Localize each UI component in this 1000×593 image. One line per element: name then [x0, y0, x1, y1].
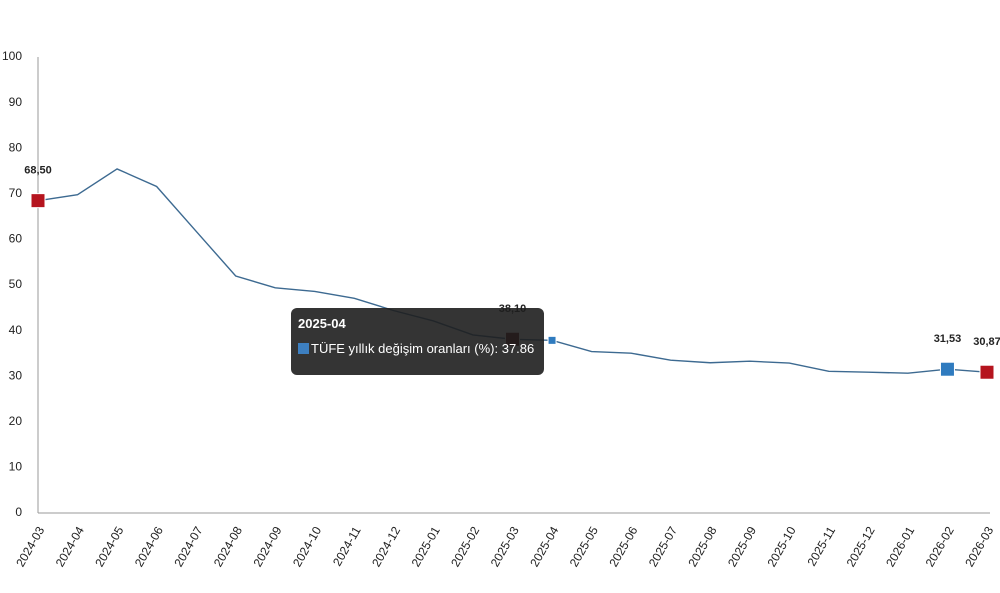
y-tick-label: 10 — [9, 460, 23, 474]
x-tick-label: 2025-10 — [764, 524, 798, 569]
x-tick-label: 2024-08 — [211, 524, 245, 569]
y-tick-label: 50 — [9, 277, 23, 291]
tooltip-value: 37.86 — [501, 341, 535, 356]
x-tick-label: 2024-12 — [369, 524, 403, 569]
point-marker — [547, 335, 557, 345]
x-tick-label: 2025-09 — [725, 524, 759, 569]
x-tick-label: 2026-02 — [923, 524, 957, 569]
point-marker — [979, 364, 995, 380]
point-marker — [30, 193, 46, 209]
tooltip: 2025-04 TÜFE yıllık değişim oranları (%)… — [291, 308, 544, 375]
x-tick-label: 2025-02 — [448, 524, 482, 569]
tooltip-category: 2025-04 — [298, 316, 346, 331]
tooltip-series: TÜFE yıllık değişim oranları (%) — [311, 341, 495, 356]
x-tick-label: 2024-09 — [250, 524, 284, 569]
y-tick-label: 0 — [15, 505, 22, 519]
x-tick-label: 2025-06 — [606, 524, 640, 569]
x-tick-label: 2025-12 — [844, 524, 878, 569]
x-tick-label: 2026-03 — [962, 524, 996, 569]
x-tick-label: 2025-03 — [488, 524, 522, 569]
x-tick-label: 2024-07 — [171, 524, 205, 569]
tooltip-swatch — [298, 343, 309, 354]
y-tick-label: 90 — [9, 95, 23, 109]
x-tick-label: 2024-05 — [92, 524, 126, 569]
y-tick-label: 100 — [2, 49, 22, 63]
point-marker — [939, 361, 955, 377]
x-tick-label: 2024-04 — [53, 524, 87, 569]
x-tick-label: 2025-05 — [567, 524, 601, 569]
value-label: 30,87 — [973, 336, 1000, 348]
y-tick-label: 40 — [9, 323, 23, 337]
x-tick-label: 2025-04 — [527, 524, 561, 569]
x-tick-label: 2024-11 — [330, 524, 364, 569]
y-tick-label: 30 — [9, 368, 23, 382]
x-tick-label: 2025-11 — [804, 524, 838, 569]
y-tick-label: 80 — [9, 140, 23, 154]
y-tick-label: 20 — [9, 414, 23, 428]
x-tick-label: 2025-01 — [409, 524, 443, 569]
y-tick-label: 60 — [9, 232, 23, 246]
value-label: 31,53 — [934, 333, 962, 345]
x-tick-label: 2024-06 — [132, 524, 166, 569]
x-tick-label: 2024-03 — [13, 524, 47, 569]
y-tick-label: 70 — [9, 186, 23, 200]
value-label: 68,50 — [24, 165, 52, 177]
x-tick-label: 2026-01 — [883, 524, 917, 569]
x-tick-label: 2024-10 — [290, 524, 324, 569]
x-tick-label: 2025-08 — [685, 524, 719, 569]
x-tick-label: 2025-07 — [646, 524, 680, 569]
